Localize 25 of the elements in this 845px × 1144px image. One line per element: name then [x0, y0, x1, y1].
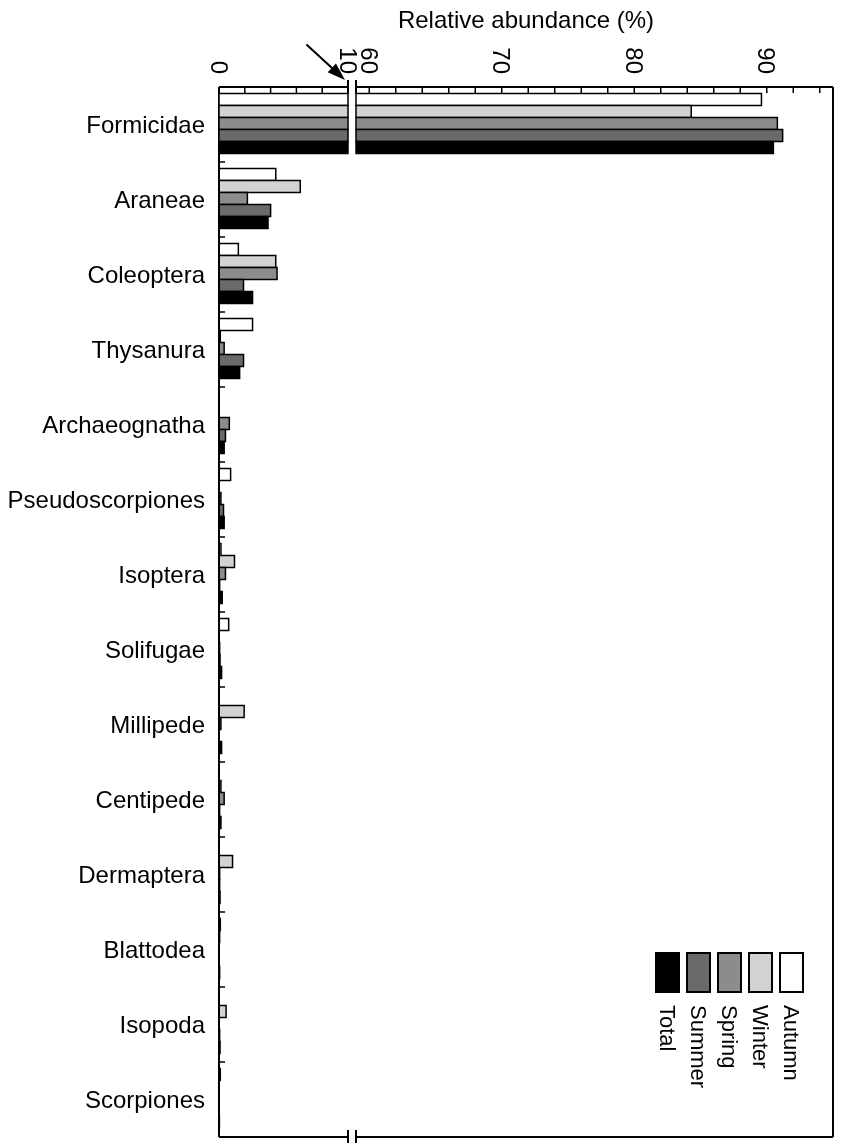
y-tick-label: Thysanura — [91, 336, 206, 363]
x-tick-label: 70 — [488, 47, 516, 74]
y-tick-label: Millipede — [110, 711, 205, 738]
legend-label: Winter — [748, 1005, 773, 1069]
y-tick-label: Pseudoscorpiones — [7, 486, 205, 513]
x-tick-label: 0 — [205, 60, 233, 74]
legend-label: Total — [655, 1005, 680, 1052]
y-tick-label: Coleoptera — [87, 261, 206, 288]
y-tick-label: Archaeognatha — [42, 411, 206, 438]
legend-label: Autumn — [779, 1005, 804, 1081]
x-tick-label: 90 — [753, 47, 781, 74]
legend-label: Summer — [686, 1005, 711, 1089]
y-tick-label: Isopoda — [119, 1011, 206, 1038]
y-tick-label: Araneae — [114, 186, 205, 213]
y-tick-label: Centipede — [95, 786, 205, 813]
x-tick-label: 10 — [334, 47, 362, 74]
legend-label: Spring — [717, 1005, 742, 1069]
x-axis-title: Relative abundance (%) — [396, 6, 656, 34]
y-tick-label: Dermaptera — [78, 861, 206, 888]
y-tick-label: Formicidae — [86, 111, 205, 138]
y-tick-label: Solifugae — [104, 636, 205, 663]
x-tick-label: 80 — [620, 47, 648, 74]
y-tick-label: Isoptera — [118, 561, 206, 588]
y-tick-label: Blattodea — [103, 936, 206, 963]
y-tick-label: Scorpiones — [84, 1086, 205, 1113]
